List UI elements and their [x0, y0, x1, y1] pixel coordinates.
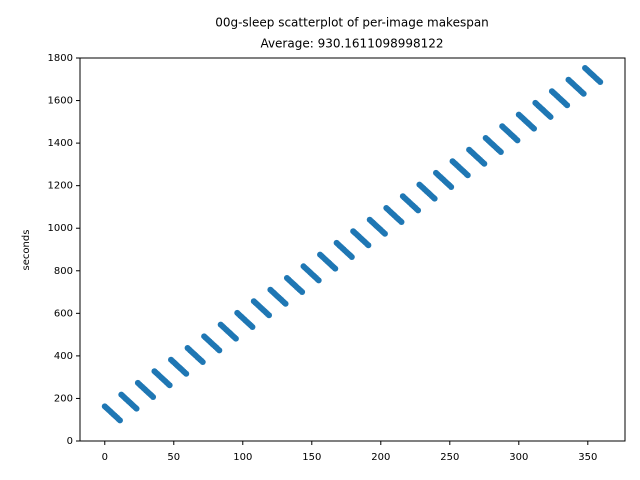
- point: [431, 195, 438, 202]
- point: [166, 382, 173, 389]
- x-tick-label: 100: [233, 452, 252, 463]
- point: [497, 149, 504, 156]
- y-tick-label: 800: [54, 266, 73, 277]
- point: [282, 300, 289, 307]
- point: [332, 265, 339, 272]
- point: [580, 90, 587, 97]
- point: [547, 113, 554, 120]
- x-tick-label: 200: [371, 452, 390, 463]
- y-tick-label: 1400: [48, 138, 73, 149]
- point: [365, 242, 372, 249]
- point: [249, 323, 256, 330]
- chart-subtitle: Average: 930.1611098998122: [260, 37, 443, 51]
- point: [564, 102, 571, 109]
- x-tick-label: 0: [102, 452, 108, 463]
- point: [481, 160, 488, 167]
- point: [448, 183, 455, 190]
- y-tick-label: 1200: [48, 181, 73, 192]
- y-tick-label: 0: [67, 436, 73, 447]
- y-tick-label: 1000: [48, 223, 73, 234]
- point: [133, 405, 140, 412]
- point: [232, 335, 239, 342]
- y-tick-label: 600: [54, 308, 73, 319]
- plot-frame: [79, 57, 626, 442]
- point: [216, 347, 223, 354]
- y-tick-label: 1800: [48, 53, 73, 64]
- point: [315, 277, 322, 284]
- point: [348, 253, 355, 260]
- point: [299, 289, 306, 296]
- x-tick-label: 50: [167, 452, 180, 463]
- point: [150, 393, 157, 400]
- x-tick-label: 300: [509, 452, 528, 463]
- y-tick-label: 200: [54, 393, 73, 404]
- point: [116, 417, 123, 424]
- y-tick-label: 1600: [48, 96, 73, 107]
- point: [183, 370, 190, 377]
- point: [199, 359, 206, 366]
- chart-title: 00g-sleep scatterplot of per-image makes…: [215, 16, 489, 30]
- point: [464, 172, 471, 179]
- point: [597, 79, 604, 86]
- x-tick-label: 250: [440, 452, 459, 463]
- y-tick-label: 400: [54, 351, 73, 362]
- y-axis-label: seconds: [21, 230, 32, 271]
- point: [398, 219, 405, 226]
- point: [381, 230, 388, 237]
- point: [514, 137, 521, 144]
- point: [266, 312, 273, 319]
- x-tick-label: 350: [578, 452, 597, 463]
- x-tick-label: 150: [302, 452, 321, 463]
- point: [415, 207, 422, 214]
- point: [530, 125, 537, 132]
